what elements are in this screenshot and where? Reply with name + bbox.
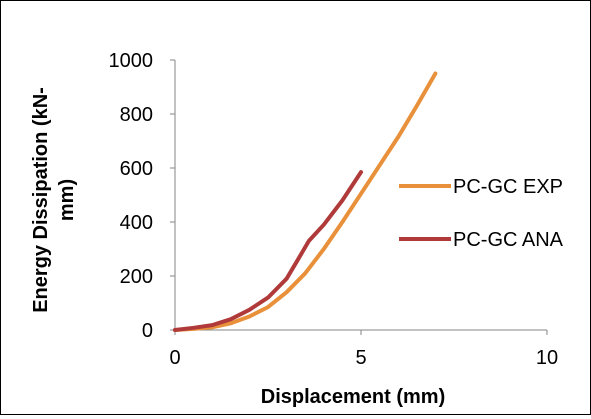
series-lines bbox=[173, 71, 438, 332]
x-tick-label: 0 bbox=[169, 347, 180, 369]
tick-labels: 0 200 400 600 800 1000 0 5 10 bbox=[109, 50, 559, 369]
legend-label: PC-GC ANA bbox=[453, 229, 564, 251]
y-tick-label: 600 bbox=[120, 158, 153, 180]
axes bbox=[170, 59, 548, 335]
series-line-pc-gc-ana bbox=[173, 170, 363, 332]
series-line-pc-gc-exp bbox=[173, 71, 438, 332]
y-tick-label: 800 bbox=[120, 104, 153, 126]
y-tick-label: 1000 bbox=[109, 50, 154, 72]
legend: PC-GC EXP PC-GC ANA bbox=[399, 176, 564, 251]
y-tick-label: 400 bbox=[120, 212, 153, 234]
y-axis-title: Energy Dissipation (kN-mm) bbox=[30, 87, 78, 313]
x-axis-title: Displacement (mm) bbox=[261, 386, 446, 408]
x-tick-label: 10 bbox=[536, 347, 558, 369]
y-axis-title-line: Energy Dissipation (kN- bbox=[30, 87, 52, 313]
legend-label: PC-GC EXP bbox=[453, 176, 563, 198]
x-tick-label: 5 bbox=[355, 347, 366, 369]
y-tick-label: 200 bbox=[120, 266, 153, 288]
y-axis-title-line: mm) bbox=[56, 179, 78, 221]
y-tick-label: 0 bbox=[142, 320, 153, 342]
